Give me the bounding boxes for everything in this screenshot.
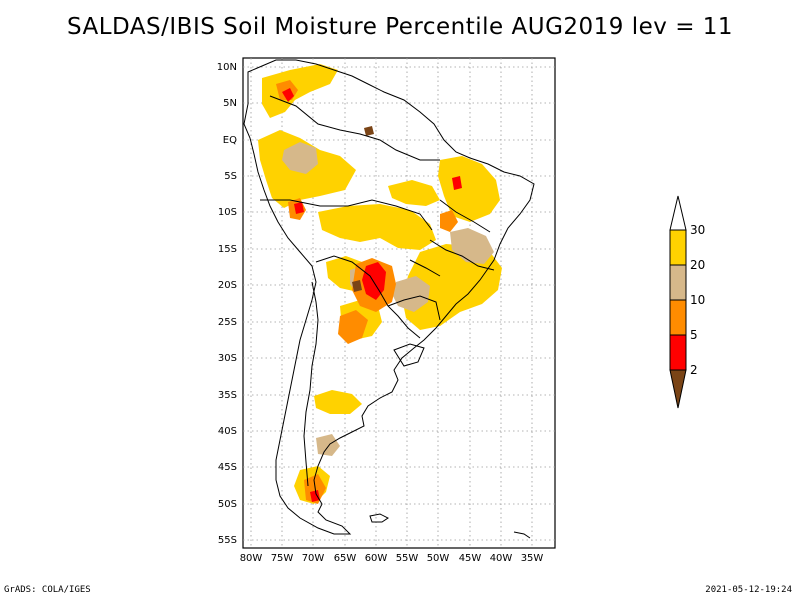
colorbar-legend: 30 20 10 5 2 [669, 195, 705, 409]
lat-label-55s: 55S [218, 535, 237, 546]
shade-2-5-ne [452, 176, 462, 190]
lat-label-20s: 20S [218, 280, 237, 291]
shade-lt2-guyana [364, 126, 374, 136]
shade-10-20-south [316, 434, 340, 456]
shade-2-5-patagonia [310, 490, 320, 502]
lon-label-45w: 45W [459, 553, 482, 564]
coastline [243, 59, 535, 539]
shade-20-30-north [262, 64, 338, 118]
south-america-coast [243, 59, 535, 535]
lon-label-50w: 50W [427, 553, 450, 564]
legend-swatch-2-5 [669, 334, 687, 371]
lat-label-10s: 10S [218, 207, 237, 218]
legend-swatch-gt30 [669, 195, 687, 231]
lon-label-40w: 40W [490, 553, 513, 564]
south-georgia [513, 531, 531, 539]
lon-axis: 80W 75W 70W 65W 60W 55W 50W 45W 40W 35W [240, 553, 544, 564]
shade-2-5-venezuela [282, 88, 294, 102]
map-title: SALDAS/IBIS Soil Moisture Percentile AUG… [66, 14, 734, 40]
lat-axis: 10N 5N EQ 5S 10S 15S 20S 25S 30S 35S 40S… [217, 62, 237, 546]
lat-label-5n: 5N [223, 98, 237, 109]
legend-label-10: 10 [690, 293, 705, 307]
percentile-shading [258, 64, 502, 504]
shade-5-10-mato-grosso [440, 210, 458, 232]
shade-2-5-paraguay [362, 262, 386, 300]
lat-label-30s: 30S [218, 353, 237, 364]
shade-20-30-patagonia-n [314, 390, 362, 414]
legend-label-2: 2 [690, 363, 698, 377]
legend-swatch-10-20 [669, 264, 687, 301]
lat-label-40s: 40S [218, 426, 237, 437]
lon-label-75w: 75W [271, 553, 294, 564]
lat-label-15s: 15S [218, 244, 237, 255]
lat-label-10n: 10N [217, 62, 237, 73]
legend-swatch-lt2 [669, 369, 687, 409]
shade-2-5-peru [294, 202, 304, 214]
shade-lt2-chaco [352, 280, 362, 292]
lat-label-50s: 50S [218, 499, 237, 510]
border-brazil-south [387, 295, 441, 321]
lon-label-65w: 65W [334, 553, 357, 564]
lat-label-5s: 5S [224, 171, 237, 182]
shade-5-10-argentina [338, 310, 368, 344]
lon-label-35w: 35W [521, 553, 544, 564]
footer-timestamp: 2021-05-12-19:24 [705, 585, 792, 595]
lon-label-80w: 80W [240, 553, 263, 564]
border-andes [303, 281, 319, 487]
shade-10-20-ne [450, 228, 494, 264]
shade-20-30-central [318, 204, 436, 250]
lon-label-60w: 60W [365, 553, 388, 564]
legend-label-30: 30 [690, 223, 705, 237]
lon-label-55w: 55W [396, 553, 419, 564]
shade-20-30-amazon-e [388, 180, 440, 206]
border-uruguay [393, 343, 425, 367]
legend-swatch-20-30 [669, 229, 687, 266]
legend-swatch-5-10 [669, 299, 687, 336]
lat-label-25s: 25S [218, 317, 237, 328]
lat-label-eq: EQ [223, 135, 237, 146]
footer-credit: GrADS: COLA/IGES [4, 585, 91, 595]
border-central [260, 199, 433, 231]
lat-label-45s: 45S [218, 462, 237, 473]
legend-label-20: 20 [690, 258, 705, 272]
border-brazil-states [409, 199, 495, 277]
falklands [369, 513, 389, 523]
lat-label-35s: 35S [218, 390, 237, 401]
border-north [269, 95, 440, 161]
legend-label-5: 5 [690, 328, 698, 342]
border-chaco [315, 255, 421, 339]
shade-10-20-peru [282, 142, 318, 174]
shade-10-20-center [392, 276, 430, 312]
shade-20-30-ne-brazil [438, 156, 500, 222]
lon-label-70w: 70W [302, 553, 325, 564]
